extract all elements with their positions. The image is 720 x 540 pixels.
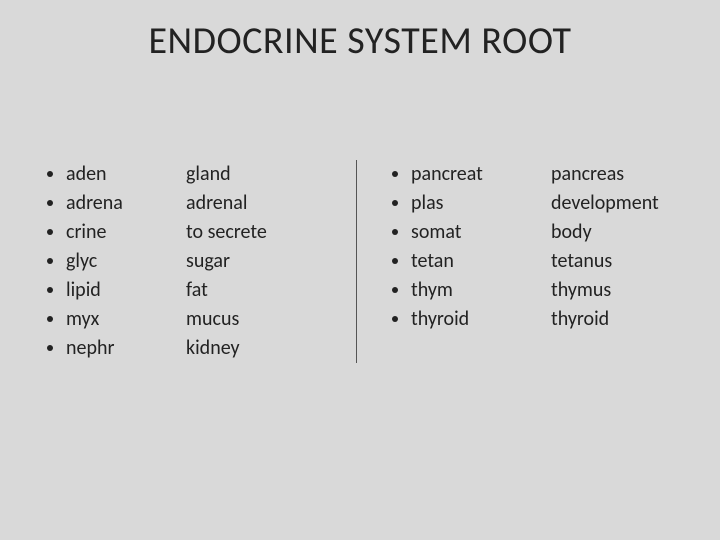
list-item: pancreas (551, 160, 720, 189)
list-item: adrena (66, 189, 186, 218)
list-item: plas (411, 189, 551, 218)
list-item: body (551, 218, 720, 247)
list-item: sugar (186, 247, 346, 276)
list-item: mucus (186, 305, 346, 334)
list-item: to secrete (186, 218, 346, 247)
list-item: gland (186, 160, 346, 189)
right-defs-list: pancreas development body tetanus thymus… (551, 160, 720, 363)
right-group: pancreat plas somat tetan thym thyroid p… (357, 160, 720, 363)
list-item: glyc (66, 247, 186, 276)
list-item: aden (66, 160, 186, 189)
list-item: thyroid (551, 305, 720, 334)
list-item: thym (411, 276, 551, 305)
right-roots-list: pancreat plas somat tetan thym thyroid (385, 160, 551, 363)
list-item: tetan (411, 247, 551, 276)
list-item: nephr (66, 334, 186, 363)
list-item: thyroid (411, 305, 551, 334)
left-defs-list: gland adrenal to secrete sugar fat mucus… (186, 160, 346, 363)
list-item: tetanus (551, 247, 720, 276)
list-item: crine (66, 218, 186, 247)
slide: ENDOCRINE SYSTEM ROOT aden adrena crine … (0, 0, 720, 540)
list-item: lipid (66, 276, 186, 305)
list-item: somat (411, 218, 551, 247)
list-item: pancreat (411, 160, 551, 189)
list-item: kidney (186, 334, 346, 363)
left-roots-list: aden adrena crine glyc lipid myx nephr (40, 160, 186, 363)
list-item: fat (186, 276, 346, 305)
page-title: ENDOCRINE SYSTEM ROOT (0, 18, 720, 64)
list-item: adrenal (186, 189, 346, 218)
content-columns: aden adrena crine glyc lipid myx nephr g… (40, 160, 700, 363)
list-item: development (551, 189, 720, 218)
left-group: aden adrena crine glyc lipid myx nephr g… (40, 160, 357, 363)
list-item: myx (66, 305, 186, 334)
list-item: thymus (551, 276, 720, 305)
